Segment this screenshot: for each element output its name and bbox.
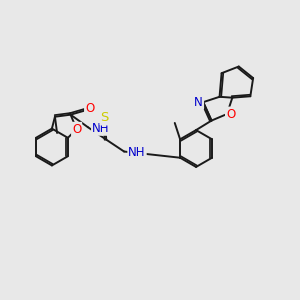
Text: O: O xyxy=(85,102,94,115)
Text: S: S xyxy=(100,111,109,124)
Text: NH: NH xyxy=(92,122,110,135)
Text: O: O xyxy=(72,123,81,136)
Text: N: N xyxy=(194,96,203,109)
Text: O: O xyxy=(226,107,235,121)
Text: NH: NH xyxy=(128,146,146,159)
